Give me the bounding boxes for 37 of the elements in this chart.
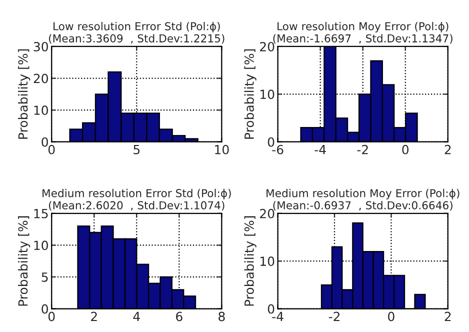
- y-tick-label: 20: [260, 42, 274, 52]
- y-tick-label: 0: [42, 137, 48, 147]
- x-tick-label: 0: [48, 312, 55, 322]
- x-tick-label: 10: [215, 144, 229, 154]
- x-tick-label: 0: [402, 144, 409, 154]
- x-tick-label: -6: [272, 144, 284, 154]
- chart-title: Low resolution Error Std (Pol:ϕ) (Mean:3.3609 , Std.Dev:1.2215): [49, 22, 224, 44]
- y-tick-label: 0: [42, 304, 48, 314]
- x-tick-label: 6: [176, 312, 182, 322]
- y-tick-label: 5: [42, 272, 48, 282]
- x-tick-label: 5: [134, 145, 140, 154]
- x-tick-label: 2: [444, 144, 451, 154]
- x-tick-label: 2: [91, 312, 97, 322]
- y-tick-label: 10: [34, 106, 48, 115]
- y-tick-label: 10: [34, 240, 48, 250]
- chart-title: Low resolution Moy Error (Pol:ϕ) (Mean:-1.6697 , Std.Dev:1.1347): [273, 22, 452, 44]
- x-tick-label: 8: [218, 312, 225, 322]
- x-tick-label: 0: [48, 144, 55, 154]
- x-tick-label: 4: [133, 312, 140, 322]
- x-tick-label: -2: [357, 144, 368, 154]
- x-tick-label: -2: [328, 312, 340, 322]
- y-tick-label: 15: [34, 209, 48, 218]
- y-tick-label: 10: [260, 256, 274, 266]
- x-tick-label: -4: [314, 145, 326, 154]
- x-tick-label: -4: [272, 312, 284, 322]
- y-axis-title: Probability [%]: [244, 49, 256, 139]
- y-tick-label: 0: [268, 304, 274, 314]
- y-axis-title: Probability [%]: [18, 216, 30, 306]
- x-tick-label: 0: [388, 312, 394, 322]
- y-tick-label: 20: [260, 208, 274, 218]
- y-axis-title: Probability [%]: [244, 216, 256, 306]
- y-tick-label: 30: [34, 42, 48, 52]
- y-tick-label: 20: [34, 74, 48, 84]
- y-tick-label: 10: [260, 90, 274, 100]
- x-tick-label: 2: [444, 312, 451, 322]
- y-tick-label: 0: [268, 137, 274, 147]
- y-axis-title: Probability [%]: [18, 49, 30, 139]
